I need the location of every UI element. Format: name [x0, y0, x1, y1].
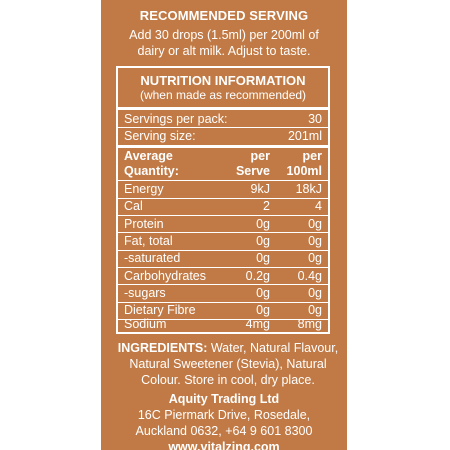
nutrient-name: Sodium [124, 317, 167, 331]
table-header-row-2: Quantity: Serve 100ml [124, 164, 322, 179]
table-row-sodium: Sodium 4mg 8mg [124, 317, 322, 332]
nutrient-per-serve: 0.2g [245, 269, 270, 283]
nutrient-name: Cal [124, 199, 143, 213]
company-address-2: Auckland 0632, +64 9 601 8300 [135, 424, 313, 438]
nutrient-per-100ml: 18kJ [295, 182, 322, 196]
company-block: Aquity Trading Ltd 16C Piermark Drive, R… [101, 391, 347, 450]
table-row-cal: Cal 2 4 [124, 199, 322, 214]
recommended-serving-title: RECOMMENDED SERVING [139, 8, 309, 23]
company-name: Aquity Trading Ltd [168, 392, 280, 406]
ingredients-text-1: Water, Natural Flavour, [207, 341, 339, 355]
divider-thin [118, 198, 328, 199]
nutrition-information-panel: NUTRITION INFORMATION (when made as reco… [116, 66, 330, 334]
table-row-fat-total: Fat, total 0g 0g [124, 234, 322, 249]
nutrient-per-serve: 0g [256, 217, 270, 231]
ingredients-line-1: INGREDIENTS: Water, Natural Flavour, [117, 340, 339, 356]
header-serve: Serve [235, 164, 270, 178]
table-header-row-1: Average per per [124, 149, 322, 164]
nutrient-name: Protein [124, 217, 164, 231]
recommended-line-1: Add 30 drops (1.5ml) per 200ml of [129, 28, 319, 42]
divider-thin [118, 267, 328, 268]
serving-size-value: 201ml [287, 129, 322, 143]
table-row-saturated: -saturated 0g 0g [124, 251, 322, 266]
nutrient-per-100ml: 0g [308, 303, 322, 317]
ingredients-block: INGREDIENTS: Water, Natural Flavour, Nat… [117, 340, 339, 388]
company-website-link[interactable]: www.vitalzing.com [168, 440, 280, 450]
nutrient-name: Energy [124, 182, 164, 196]
nutrient-per-serve: 0g [256, 251, 270, 265]
nutrition-title: NUTRITION INFORMATION [140, 73, 306, 88]
divider-thin [118, 232, 328, 233]
nutrient-name: Fat, total [124, 234, 173, 248]
ingredients-label: INGREDIENTS: [117, 341, 208, 355]
header-per-100ml-top: per [302, 149, 322, 163]
ingredients-line-3: Colour. Store in cool, dry place. [141, 373, 315, 387]
nutrient-per-serve: 0g [256, 286, 270, 300]
nutrition-subtitle: (when made as recommended) [139, 88, 307, 102]
nutrient-name: Dietary Fibre [124, 303, 196, 317]
table-row-energy: Energy 9kJ 18kJ [124, 182, 322, 197]
servings-per-pack-row: Servings per pack: 30 [124, 112, 322, 127]
nutrient-name: Carbohydrates [124, 269, 206, 283]
nutrient-per-100ml: 4 [315, 199, 322, 213]
ingredients-line-2: Natural Sweetener (Stevia), Natural [129, 357, 327, 371]
header-100ml: 100ml [286, 164, 322, 178]
nutrient-per-serve: 4mg [245, 317, 270, 331]
header-per-serve-top: per [250, 149, 270, 163]
label-panel: RECOMMENDED SERVING Add 30 drops (1.5ml)… [101, 0, 347, 450]
divider-thin [118, 180, 328, 181]
serving-size-row: Serving size: 201ml [124, 129, 322, 144]
table-row-carbohydrates: Carbohydrates 0.2g 0.4g [124, 269, 322, 284]
divider-thin [118, 127, 328, 128]
nutrient-per-serve: 0g [256, 234, 270, 248]
divider-thin [118, 250, 328, 251]
nutrient-per-serve: 9kJ [250, 182, 270, 196]
recommended-serving-text: Add 30 drops (1.5ml) per 200ml of dairy … [107, 27, 341, 59]
nutrient-per-100ml: 0.4g [297, 269, 322, 283]
nutrient-per-100ml: 8mg [297, 317, 322, 331]
nutrient-per-100ml: 0g [308, 234, 322, 248]
servings-per-pack-value: 30 [308, 112, 322, 126]
divider-thick [118, 145, 328, 148]
nutrient-per-100ml: 0g [308, 251, 322, 265]
nutrient-per-serve: 0g [256, 303, 270, 317]
divider-thick [118, 107, 328, 110]
nutrient-name: -sugars [124, 286, 166, 300]
header-quantity: Quantity: [124, 164, 179, 178]
divider-thin [118, 302, 328, 303]
table-row-protein: Protein 0g 0g [124, 217, 322, 232]
recommended-line-2: dairy or alt milk. Adjust to taste. [137, 44, 311, 58]
table-row-dietary-fibre: Dietary Fibre 0g 0g [124, 303, 322, 318]
nutrient-name: -saturated [124, 251, 181, 265]
servings-per-pack-label: Servings per pack: [124, 112, 228, 126]
divider-thin [118, 284, 328, 285]
divider-thin [118, 319, 328, 320]
company-address-1: 16C Piermark Drive, Rosedale, [137, 408, 311, 422]
nutrient-per-serve: 2 [263, 199, 270, 213]
serving-size-label: Serving size: [124, 129, 196, 143]
nutrient-per-100ml: 0g [308, 286, 322, 300]
nutrient-per-100ml: 0g [308, 217, 322, 231]
nutrition-header: NUTRITION INFORMATION (when made as reco… [118, 73, 328, 103]
divider-thin [118, 215, 328, 216]
table-row-sugars: -sugars 0g 0g [124, 286, 322, 301]
header-average: Average [124, 149, 173, 163]
